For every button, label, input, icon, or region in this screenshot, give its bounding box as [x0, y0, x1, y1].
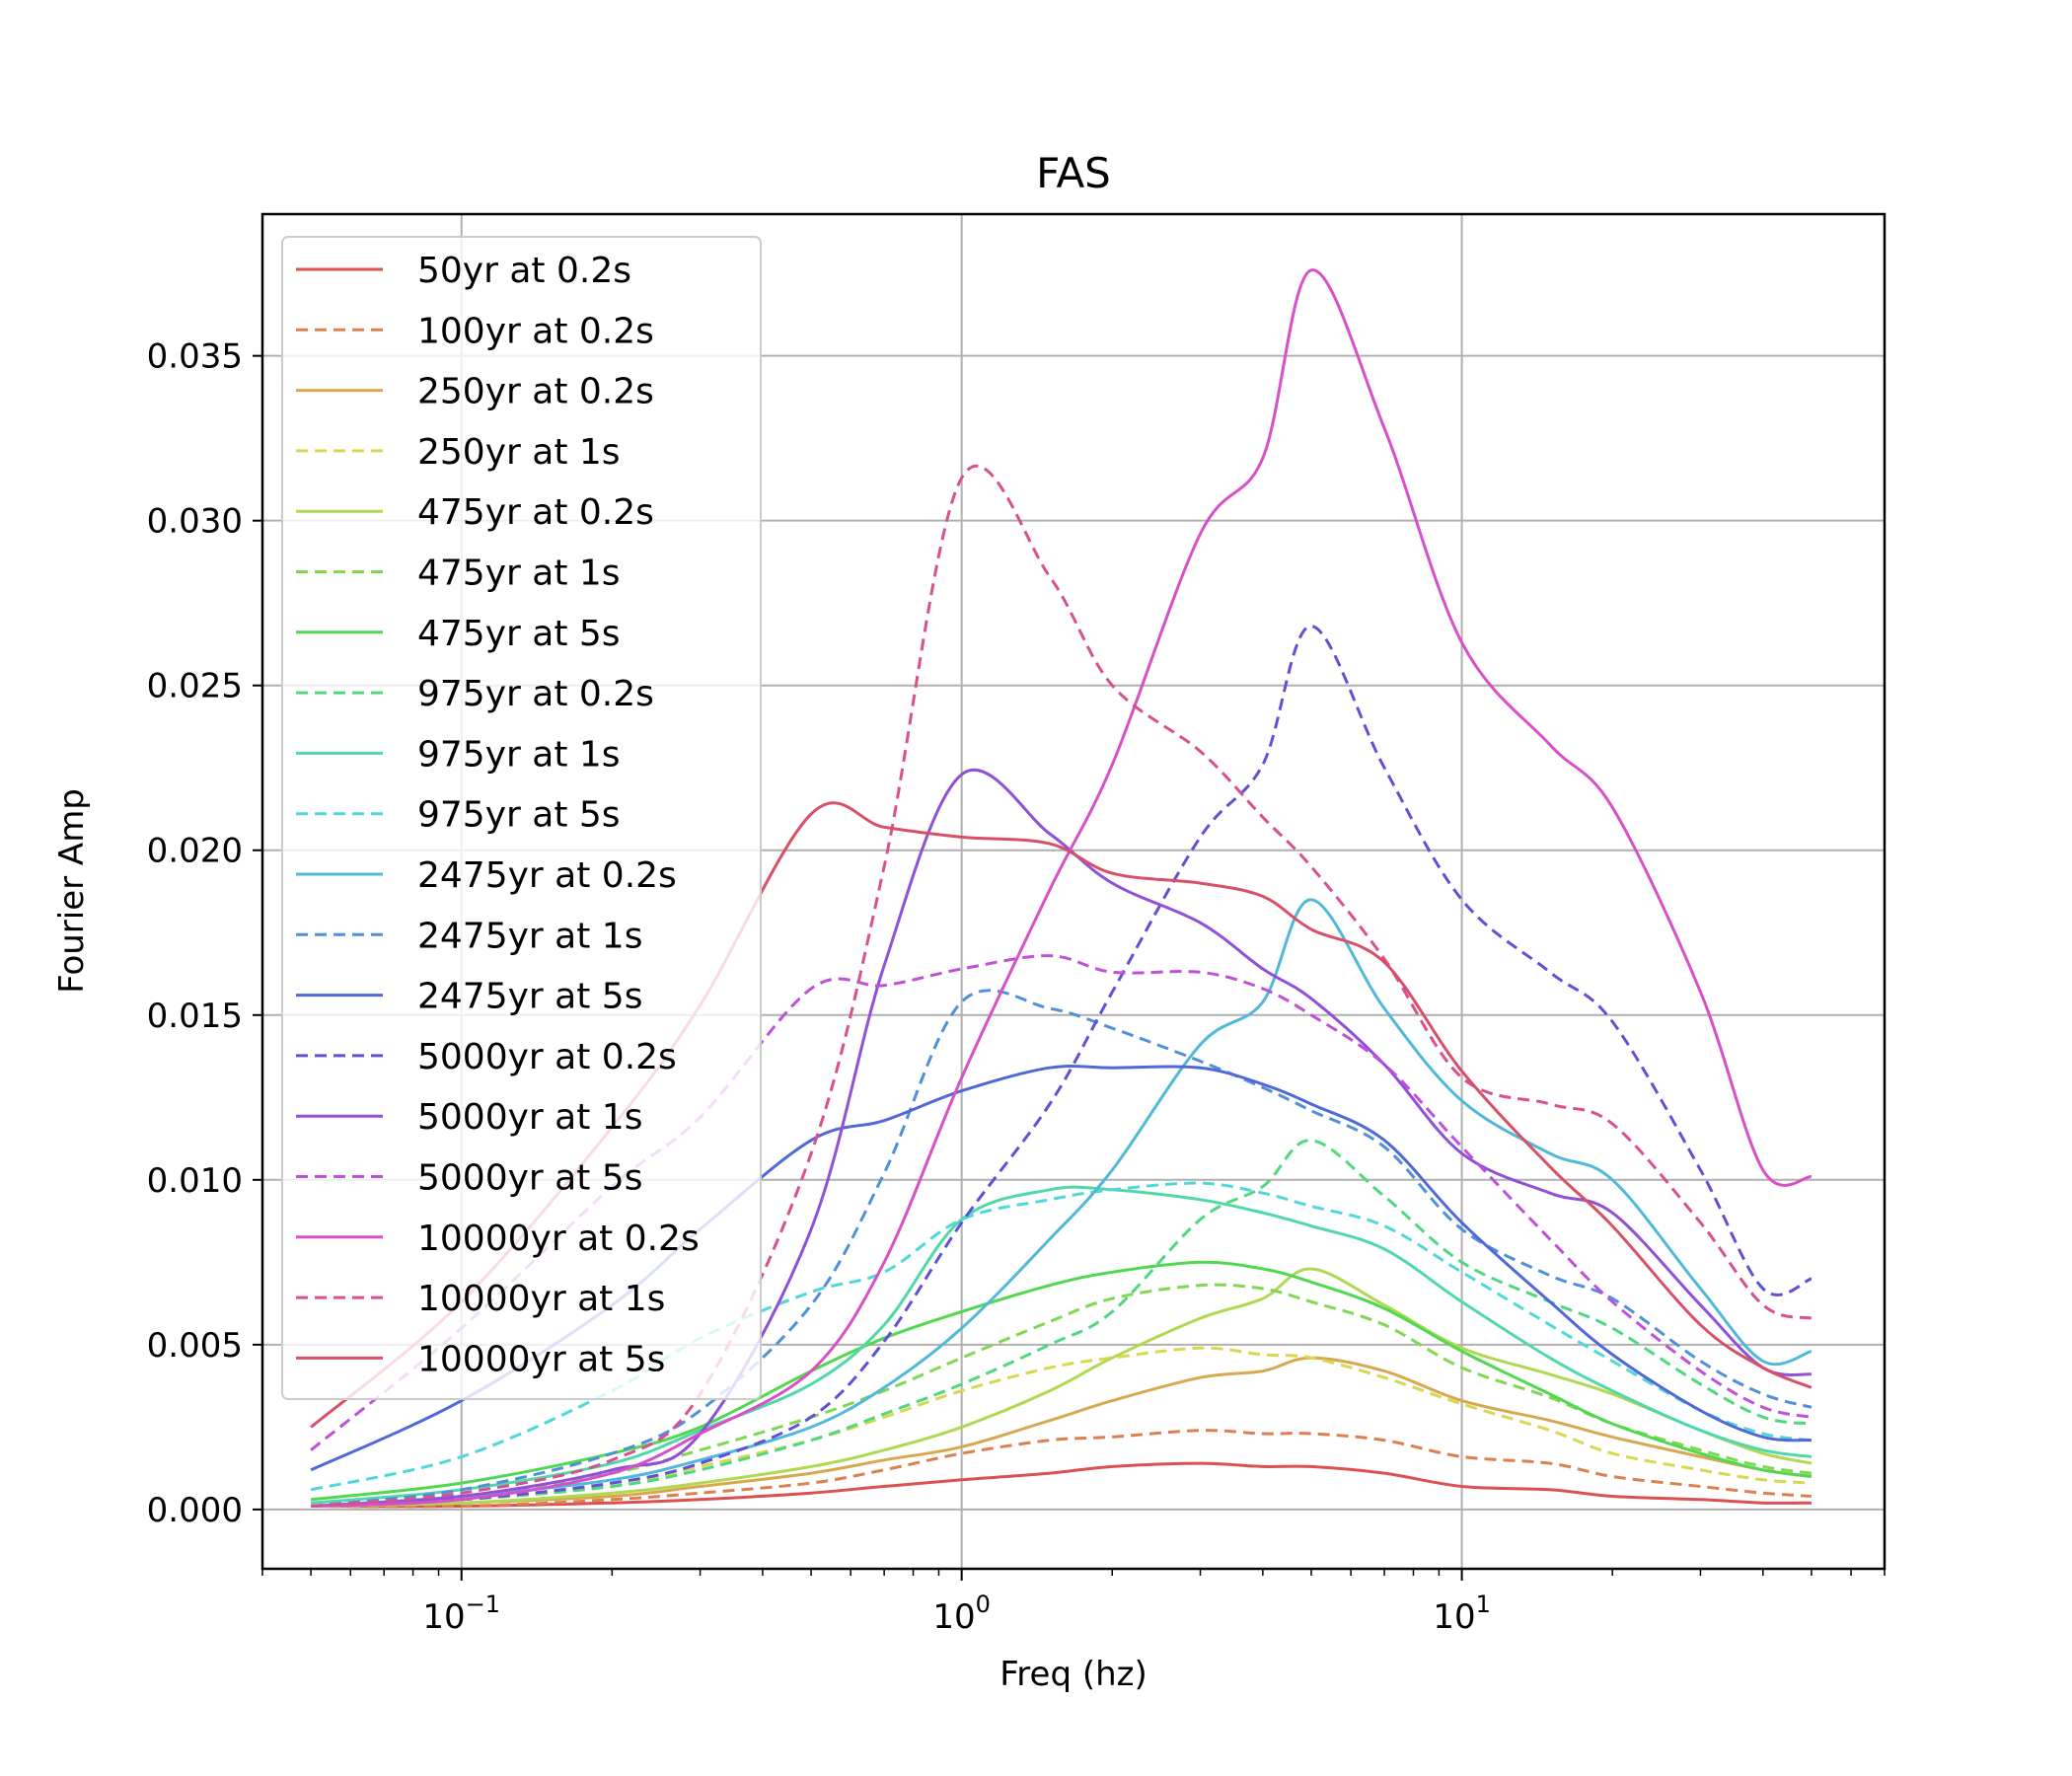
legend-label: 100yr at 0.2s — [417, 311, 654, 351]
series-line — [311, 768, 1813, 1508]
series-line — [311, 1429, 1813, 1509]
legend-label: 2475yr at 5s — [417, 977, 642, 1017]
y-tick-label: 0.020 — [147, 832, 243, 871]
legend-label: 50yr at 0.2s — [417, 251, 631, 291]
legend-box — [281, 236, 762, 1400]
y-tick-label: 0.015 — [147, 997, 243, 1036]
series-line — [311, 1139, 1813, 1508]
legend-label: 250yr at 0.2s — [417, 372, 654, 412]
legend-label: 250yr at 1s — [417, 432, 621, 473]
series-line — [311, 1461, 1812, 1509]
x-tick-label: 10−1 — [422, 1591, 500, 1637]
legend-label: 2475yr at 1s — [417, 916, 642, 956]
plot-area-frame — [260, 212, 1887, 1571]
y-tick-label: 0.030 — [147, 502, 243, 542]
legend-label: 475yr at 0.2s — [417, 492, 654, 533]
legend-label: 975yr at 0.2s — [417, 674, 654, 714]
series-line — [311, 1356, 1813, 1508]
legend-label: 5000yr at 5s — [417, 1158, 642, 1199]
legend-items: 50yr at 0.2s 100yr at 0.2s 250yr at 0.2s 25… — [296, 251, 700, 1379]
y-tick-label: 0.000 — [147, 1491, 243, 1530]
series-line — [311, 898, 1813, 1508]
series-line — [310, 1181, 1813, 1492]
series-lines — [310, 268, 1813, 1509]
y-tick-label: 0.010 — [147, 1161, 243, 1201]
series-line — [311, 268, 1813, 1508]
series-line — [311, 1267, 1813, 1508]
x-axis-label: Freq (hz) — [999, 1655, 1147, 1694]
x-tick-label: 101 — [1433, 1591, 1491, 1637]
legend-label: 10000yr at 0.2s — [417, 1219, 700, 1259]
legend-label: 10000yr at 5s — [417, 1339, 665, 1379]
legend-label: 475yr at 5s — [417, 614, 621, 654]
legend-label: 2475yr at 0.2s — [417, 855, 677, 896]
legend-label: 475yr at 1s — [417, 554, 621, 594]
series-line — [311, 1346, 1812, 1508]
series-line — [311, 625, 1813, 1508]
series-line — [310, 1185, 1813, 1505]
legend: 50yr at 0.2s 100yr at 0.2s 250yr at 0.2s 25… — [281, 236, 762, 1400]
x-tick-label: 100 — [932, 1591, 991, 1637]
y-tick-label: 0.005 — [147, 1326, 243, 1366]
series-line — [310, 1260, 1813, 1502]
chart-title: FAS — [1036, 149, 1111, 197]
y-axis-label: Fourier Amp — [52, 788, 92, 994]
legend-label: 10000yr at 1s — [417, 1279, 665, 1319]
legend-label: 5000yr at 0.2s — [417, 1037, 677, 1077]
y-tick-label: 0.025 — [147, 667, 243, 706]
axis-ticks: 0.000 0.005 0.010 0.015 0.020 0.025 0.030 0.035… — [147, 337, 1886, 1637]
legend-label: 975yr at 5s — [417, 795, 621, 836]
legend-label: 975yr at 1s — [417, 734, 621, 775]
legend-label: 5000yr at 1s — [417, 1097, 642, 1138]
y-tick-label: 0.035 — [147, 337, 243, 377]
